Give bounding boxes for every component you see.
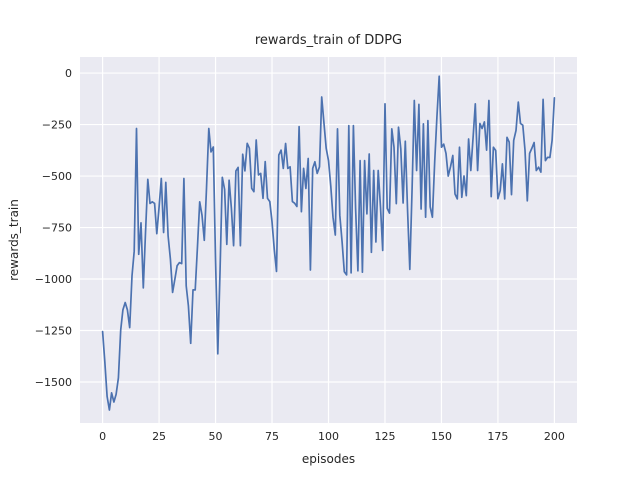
y-tick-label: −750 [42, 222, 72, 235]
y-tick-label: −500 [42, 170, 72, 183]
y-tick-label: 0 [65, 67, 72, 80]
series-line-rewards_train [101, 75, 556, 411]
x-axis-label: episodes [301, 452, 356, 466]
x-tick-label: 175 [487, 430, 508, 443]
x-tick-label: 50 [209, 430, 223, 443]
x-tick-label: 200 [544, 430, 565, 443]
y-tick-label: −250 [42, 119, 72, 132]
y-tick-label: −1500 [35, 376, 72, 389]
x-tick-label: 0 [99, 430, 106, 443]
x-tick-label: 100 [318, 430, 339, 443]
x-tick-label: 25 [152, 430, 166, 443]
x-tick-label: 125 [374, 430, 395, 443]
x-tick-label: 150 [431, 430, 452, 443]
y-tick-label: −1250 [35, 325, 72, 338]
chart-title: rewards_train of DDPG [254, 33, 403, 48]
x-tick-label: 75 [265, 430, 279, 443]
y-tick-label: −1000 [35, 273, 72, 286]
